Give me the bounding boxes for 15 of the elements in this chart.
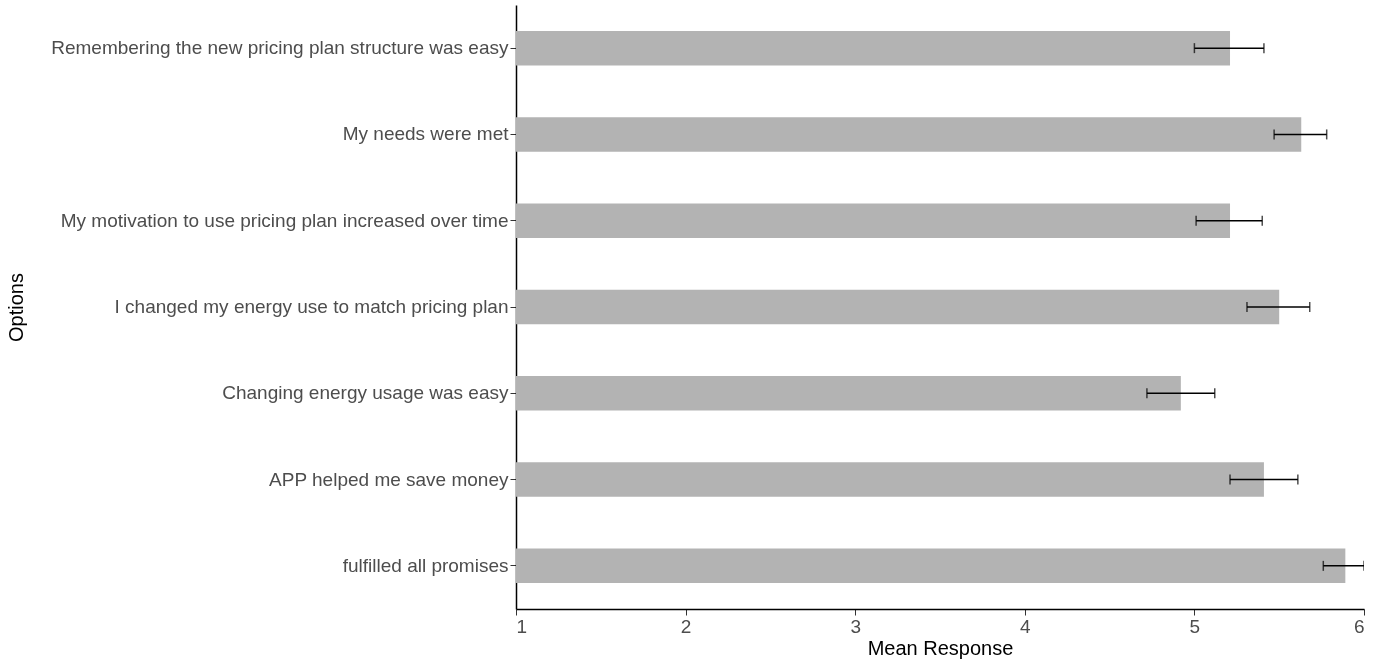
x-axis-title: Mean Response <box>867 636 1014 659</box>
y-tick-label: My needs were met <box>342 123 510 145</box>
y-tick-label: Changing energy usage was easy <box>222 382 509 404</box>
y-axis-title: Options <box>4 273 27 342</box>
y-tick-label: My motivation to use pricing plan increased over time <box>60 209 509 231</box>
x-tick-label: 5 <box>1189 615 1201 637</box>
x-tick-label: 2 <box>680 615 692 637</box>
x-tick-label: 6 <box>1353 615 1365 637</box>
y-tick-label: APP helped me save money <box>269 468 509 490</box>
y-tick-label: Remembering the new pricing plan structure was easy <box>51 37 509 59</box>
y-tick-label: I changed my energy use to match pricing plan <box>114 296 509 317</box>
x-tick-label: 3 <box>850 615 861 637</box>
x-tick-label: 4 <box>1020 615 1032 637</box>
x-tick-label: 1 <box>516 615 528 637</box>
y-tick-label: fulfilled all promises <box>342 554 509 576</box>
